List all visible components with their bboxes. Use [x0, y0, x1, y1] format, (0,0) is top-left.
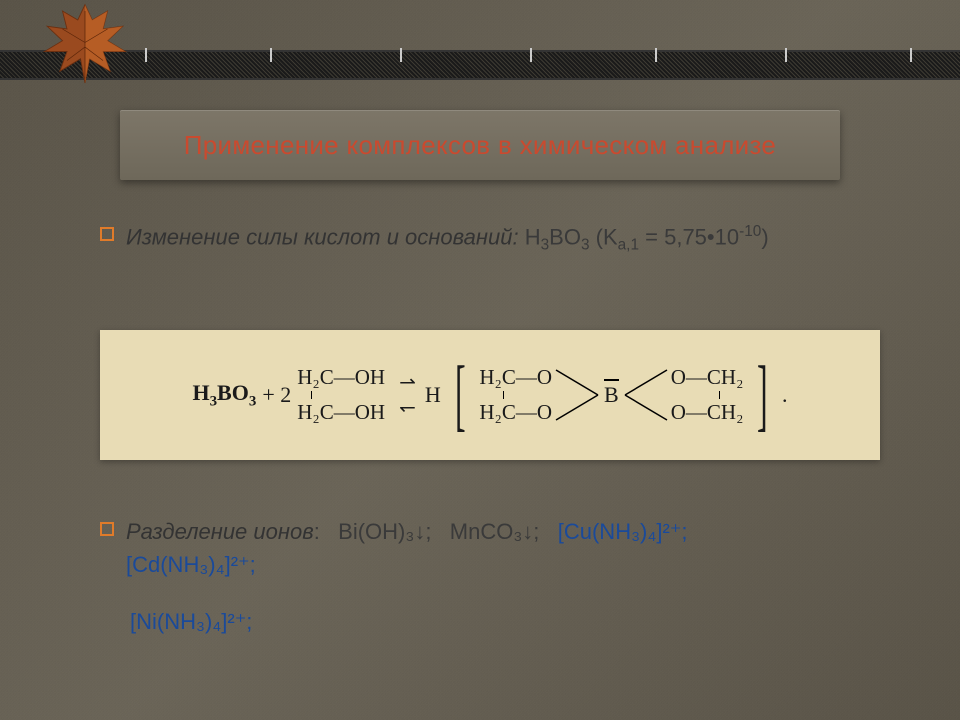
r-left: H3BO3 — [192, 380, 256, 410]
b2-line1: Разделение ионов: Bi(OH)₃↓; MnCO₃↓; [Cu(… — [126, 515, 688, 548]
tick-mark — [145, 48, 147, 62]
t: H₂C—OH — [297, 399, 385, 426]
equilibrium-arrows-icon: ⇀↽ — [399, 370, 411, 420]
t: = 5,75•10 — [639, 224, 739, 249]
tick-mark — [530, 48, 532, 62]
bullet-1-text: Изменение силы кислот и оснований: H3BO3… — [126, 220, 769, 257]
t: : Bi(OH)₃↓; MnCO₃↓; — [314, 519, 558, 544]
bullet-2: Разделение ионов: Bi(OH)₃↓; MnCO₃↓; [Cu(… — [100, 515, 900, 581]
bullet-1-lead: Изменение силы кислот и оснований: — [126, 224, 519, 249]
t: 3 — [210, 393, 217, 409]
t: O—CH₂ — [671, 399, 744, 426]
tick-mark — [655, 48, 657, 62]
t: (K — [590, 224, 618, 249]
t: BO — [217, 380, 249, 405]
cu-complex: [Cu(NH₃)₄]²⁺; — [558, 519, 688, 544]
cd-complex: [Cd(NH₃)₄]²⁺; — [126, 548, 900, 581]
t: 3 — [581, 237, 590, 254]
content-area: Изменение силы кислот и оснований: H3BO3… — [100, 220, 900, 277]
t: a,1 — [618, 237, 639, 254]
tick-mark — [270, 48, 272, 62]
t: H₂C—OH — [297, 364, 385, 391]
prod-left: H₂C—O H₂C—O — [479, 364, 552, 427]
bonds-right-icon — [623, 360, 669, 430]
t: H — [525, 224, 541, 249]
slide-root: Применение комплексов в химическом анали… — [0, 0, 960, 720]
bonds-left-icon — [554, 360, 600, 430]
t: ) — [761, 224, 768, 249]
t: -10 — [739, 223, 761, 240]
decorative-topbar — [0, 50, 960, 80]
ni-complex: [Ni(NH₃)₄]²⁺; — [130, 601, 900, 643]
bond-icon — [311, 391, 312, 399]
title-banner: Применение комплексов в химическом анали… — [120, 110, 840, 180]
r-h: H — [425, 382, 441, 408]
r-dot: . — [782, 382, 788, 408]
t: H — [192, 380, 209, 405]
bond-icon — [719, 391, 720, 399]
t: 3 — [541, 237, 550, 254]
tick-mark — [910, 48, 912, 62]
complex: H₂C—O H₂C—O B O—CH₂ O—CH₂ — [479, 360, 743, 430]
prod-right: O—CH₂ O—CH₂ — [671, 364, 744, 427]
content-area-2: Разделение ионов: Bi(OH)₃↓; MnCO₃↓; [Cu(… — [100, 515, 900, 643]
t: O—CH₂ — [671, 364, 744, 391]
reaction-image: H3BO3 + 2 H₂C—OH H₂C—OH ⇀↽ H [ H₂C—O H₂C… — [100, 330, 880, 460]
reaction-content: H3BO3 + 2 H₂C—OH H₂C—OH ⇀↽ H [ H₂C—O H₂C… — [192, 360, 787, 430]
bullet-1: Изменение силы кислот и оснований: H3BO3… — [100, 220, 900, 257]
tick-mark — [785, 48, 787, 62]
bullet-marker-icon — [100, 522, 114, 536]
tick-mark — [400, 48, 402, 62]
bond-icon — [503, 391, 504, 399]
boron: B — [602, 382, 621, 408]
glycol: H₂C—OH H₂C—OH — [297, 364, 385, 427]
t: H₂C—O — [479, 399, 552, 426]
bullet-marker-icon — [100, 227, 114, 241]
t: 3 — [249, 393, 256, 409]
slide-title: Применение комплексов в химическом анали… — [184, 130, 776, 161]
bullet-2-text: Разделение ионов: Bi(OH)₃↓; MnCO₃↓; [Cu(… — [126, 515, 900, 581]
t: BO — [549, 224, 581, 249]
maple-leaf-icon — [40, 0, 130, 90]
t: Разделение ионов — [126, 519, 314, 544]
t: H₂C—O — [479, 364, 552, 391]
r-plus: + 2 — [262, 382, 291, 408]
